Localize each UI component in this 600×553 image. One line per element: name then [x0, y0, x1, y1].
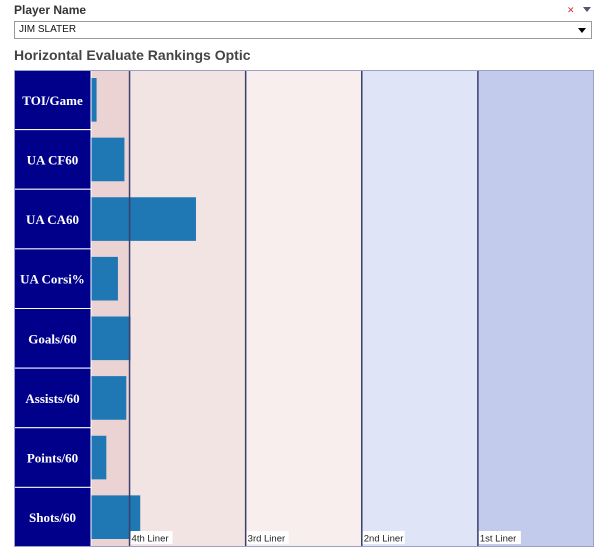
- row-label-cell: [14, 308, 92, 369]
- row-label: Goals/60: [28, 331, 76, 346]
- row-label: Points/60: [27, 451, 78, 466]
- bar: [91, 435, 107, 480]
- bar: [91, 197, 196, 241]
- band-4: [477, 70, 594, 547]
- row-label-cell: [14, 486, 92, 547]
- rankings-chart: 4th Liner 3rd Liner 2nd Liner 1st Liner TOI/…: [14, 70, 594, 547]
- bar: [91, 316, 131, 361]
- row-label: UA CA60: [26, 212, 79, 227]
- dropdown-arrow-icon[interactable]: [583, 7, 591, 12]
- band-label-bg: [362, 531, 405, 544]
- row-label: TOI/Game: [22, 93, 83, 108]
- chart-title: Horizontal Evaluate Rankings Optic: [14, 47, 251, 63]
- chart-border: [14, 70, 594, 547]
- band-3: [361, 70, 478, 547]
- band-label: 1st Liner: [480, 534, 516, 545]
- row-label-cell: [14, 427, 92, 488]
- band-label-bg: [246, 531, 289, 544]
- band-label-bg: [130, 531, 173, 544]
- row-label: UA CF60: [27, 152, 79, 167]
- filter-icons[interactable]: ✕: [567, 5, 597, 17]
- band-1: [129, 70, 246, 547]
- band-label-bg: [478, 531, 521, 544]
- player-name-value: JIM SLATER: [19, 24, 77, 35]
- row-label-cell: [14, 367, 92, 429]
- bar: [91, 376, 127, 420]
- clear-filter-icon[interactable]: ✕: [567, 5, 575, 15]
- row-label: Shots/60: [29, 510, 76, 525]
- filter-label: Player Name: [14, 3, 87, 17]
- row-label-cell: [14, 248, 92, 309]
- chevron-down-icon: [578, 28, 586, 33]
- player-name-select[interactable]: JIM SLATER: [14, 21, 592, 39]
- bar: [91, 78, 97, 122]
- bar: [91, 137, 125, 182]
- band-label: 2nd Liner: [364, 534, 404, 545]
- row-label-cell: [14, 188, 92, 250]
- chart-svg: 4th Liner 3rd Liner 2nd Liner 1st Liner TOI/…: [14, 70, 594, 547]
- band-2: [245, 70, 362, 547]
- bar: [91, 256, 118, 301]
- row-label: UA Corsi%: [20, 272, 85, 287]
- band-label: 4th Liner: [132, 534, 169, 545]
- band-label: 3rd Liner: [248, 534, 286, 545]
- row-label: Assists/60: [25, 391, 79, 406]
